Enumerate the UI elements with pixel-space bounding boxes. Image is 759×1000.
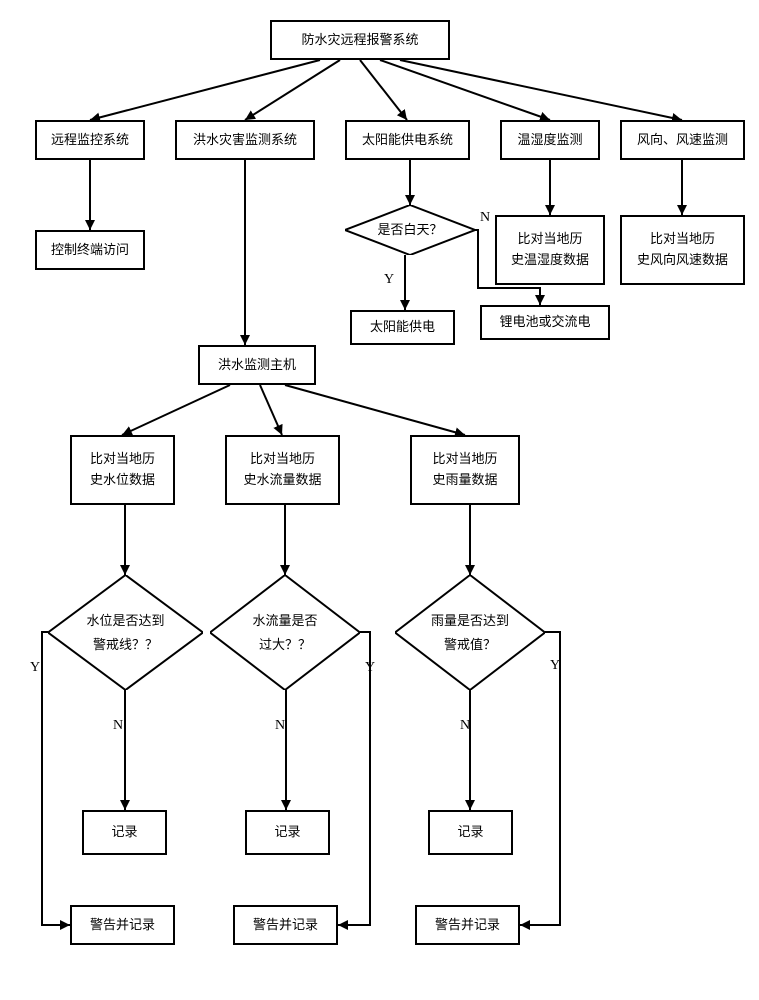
flood_monitor-node: 洪水灾害监测系统 [175,120,315,160]
record1-node: 记录 [82,810,167,855]
flood_host-node: 洪水监测主机 [198,345,316,385]
y3_flow-yn-label: Y [365,660,375,676]
record3-node: 记录 [428,810,513,855]
edge-flood_host-to-compare_rain [285,385,465,435]
y4_rain-yn-label: Y [550,658,560,674]
solar_supply-label: 太阳能供电 [370,317,435,338]
compare_level-node: 比对当地历史水位数据 [70,435,175,505]
edge-root-to-solar_power [360,60,407,120]
warn2-node: 警告并记录 [233,905,338,945]
warn2-label: 警告并记录 [253,915,318,936]
temp_humidity-node: 温湿度监测 [500,120,600,160]
solar_power-node: 太阳能供电系统 [345,120,470,160]
y1_day-yn-label: Y [384,272,394,288]
remote_monitor-node: 远程监控系统 [35,120,145,160]
edge-flood_host-to-compare_level [122,385,230,435]
compare_flow-label: 比对当地历史水流量数据 [243,449,321,491]
compare_rain-node: 比对当地历史雨量数据 [410,435,520,505]
flow_limit-decision: 水流量是否过大？？ [210,575,360,690]
compare_wind-node: 比对当地历史风向风速数据 [620,215,745,285]
root-label: 防水灾远程报警系统 [301,30,418,51]
daytime-label: 是否白天？ [377,218,442,241]
y2_level-yn-label: Y [30,660,40,676]
n4_rain-yn-label: N [460,718,470,734]
edge-flood_host-to-compare_flow [260,385,282,435]
warn3-label: 警告并记录 [435,915,500,936]
edge-root-to-remote_monitor [90,60,320,120]
record2-node: 记录 [245,810,330,855]
compare_level-label: 比对当地历史水位数据 [90,449,155,491]
solar_supply-node: 太阳能供电 [350,310,455,345]
compare_rain-label: 比对当地历史雨量数据 [432,449,497,491]
solar_power-label: 太阳能供电系统 [362,130,453,151]
warn3-node: 警告并记录 [415,905,520,945]
compare_wind-label: 比对当地历史风向风速数据 [637,229,728,271]
level_limit-decision: 水位是否达到警戒线？？ [48,575,203,690]
battery_ac-node: 锂电池或交流电 [480,305,610,340]
compare_temp-node: 比对当地历史温湿度数据 [495,215,605,285]
wind-node: 风向、风速监测 [620,120,745,160]
flood_host-label: 洪水监测主机 [218,355,296,376]
level_limit-label: 水位是否达到警戒线？？ [86,609,164,656]
battery_ac-label: 锂电池或交流电 [499,312,590,333]
n1_day-yn-label: N [480,210,490,226]
record1-label: 记录 [111,822,137,843]
control_access-label: 控制终端访问 [51,240,129,261]
compare_temp-label: 比对当地历史温湿度数据 [511,229,589,271]
temp_humidity-label: 温湿度监测 [517,130,582,151]
control_access-node: 控制终端访问 [35,230,145,270]
record3-label: 记录 [457,822,483,843]
warn1-node: 警告并记录 [70,905,175,945]
remote_monitor-label: 远程监控系统 [51,130,129,151]
edge-root-to-flood_monitor [245,60,340,120]
edge-root-to-wind [400,60,682,120]
compare_flow-node: 比对当地历史水流量数据 [225,435,340,505]
root-node: 防水灾远程报警系统 [270,20,450,60]
n2_level-yn-label: N [113,718,123,734]
warn1-label: 警告并记录 [90,915,155,936]
record2-label: 记录 [274,822,300,843]
flood_monitor-label: 洪水灾害监测系统 [193,130,297,151]
rain_limit-label: 雨量是否达到警戒值？ [431,609,509,656]
daytime-decision: 是否白天？ [345,205,475,255]
rain_limit-decision: 雨量是否达到警戒值？ [395,575,545,690]
wind-label: 风向、风速监测 [637,130,728,151]
n3_flow-yn-label: N [275,718,285,734]
edge-root-to-temp_humidity [380,60,550,120]
flow_limit-label: 水流量是否过大？？ [252,609,317,656]
